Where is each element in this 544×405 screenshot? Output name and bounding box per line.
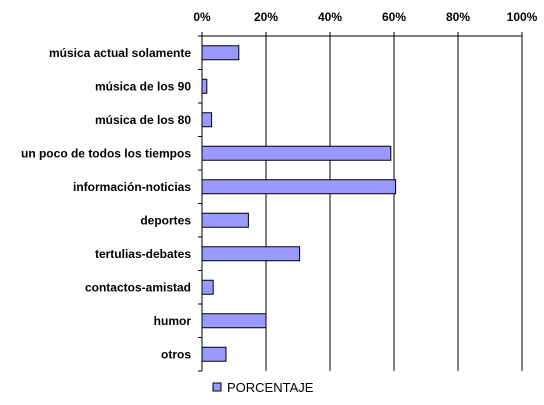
category-label: música actual solamente — [49, 46, 191, 60]
bars — [201, 45, 397, 362]
gridlines — [265, 36, 523, 371]
category-label: contactos-amistad — [85, 280, 191, 294]
bar — [201, 112, 213, 128]
x-tick-label: 100% — [507, 10, 538, 24]
category-label: otros — [161, 347, 191, 361]
category-labels: música actual solamente música de los 90 m… — [21, 46, 191, 362]
category-label: un poco de todos los tiempos — [21, 146, 191, 160]
legend: PORCENTAJE — [212, 380, 314, 395]
x-tick-label: 20% — [254, 10, 278, 24]
x-tick-label: 80% — [446, 10, 470, 24]
category-label: deportes — [140, 213, 191, 227]
bar — [201, 179, 397, 195]
category-label: música de los 80 — [95, 113, 191, 127]
x-tick-label: 40% — [318, 10, 342, 24]
bar — [201, 279, 214, 295]
bar — [201, 246, 301, 262]
x-tick-labels: 0% 20% 40% 60% 80% 100% — [193, 10, 537, 24]
legend-label: PORCENTAJE — [227, 380, 314, 395]
bar — [201, 313, 267, 329]
bar — [201, 346, 227, 362]
category-label: humor — [154, 314, 192, 328]
bar — [201, 212, 249, 228]
x-tick-label: 60% — [382, 10, 406, 24]
x-tick-label: 0% — [193, 10, 211, 24]
category-label: música de los 90 — [95, 79, 191, 93]
bar — [201, 45, 240, 61]
bar — [201, 145, 392, 161]
legend-swatch — [212, 382, 222, 392]
bar — [201, 78, 208, 94]
category-label: tertulias-debates — [95, 247, 191, 261]
category-label: información-noticias — [73, 180, 191, 194]
